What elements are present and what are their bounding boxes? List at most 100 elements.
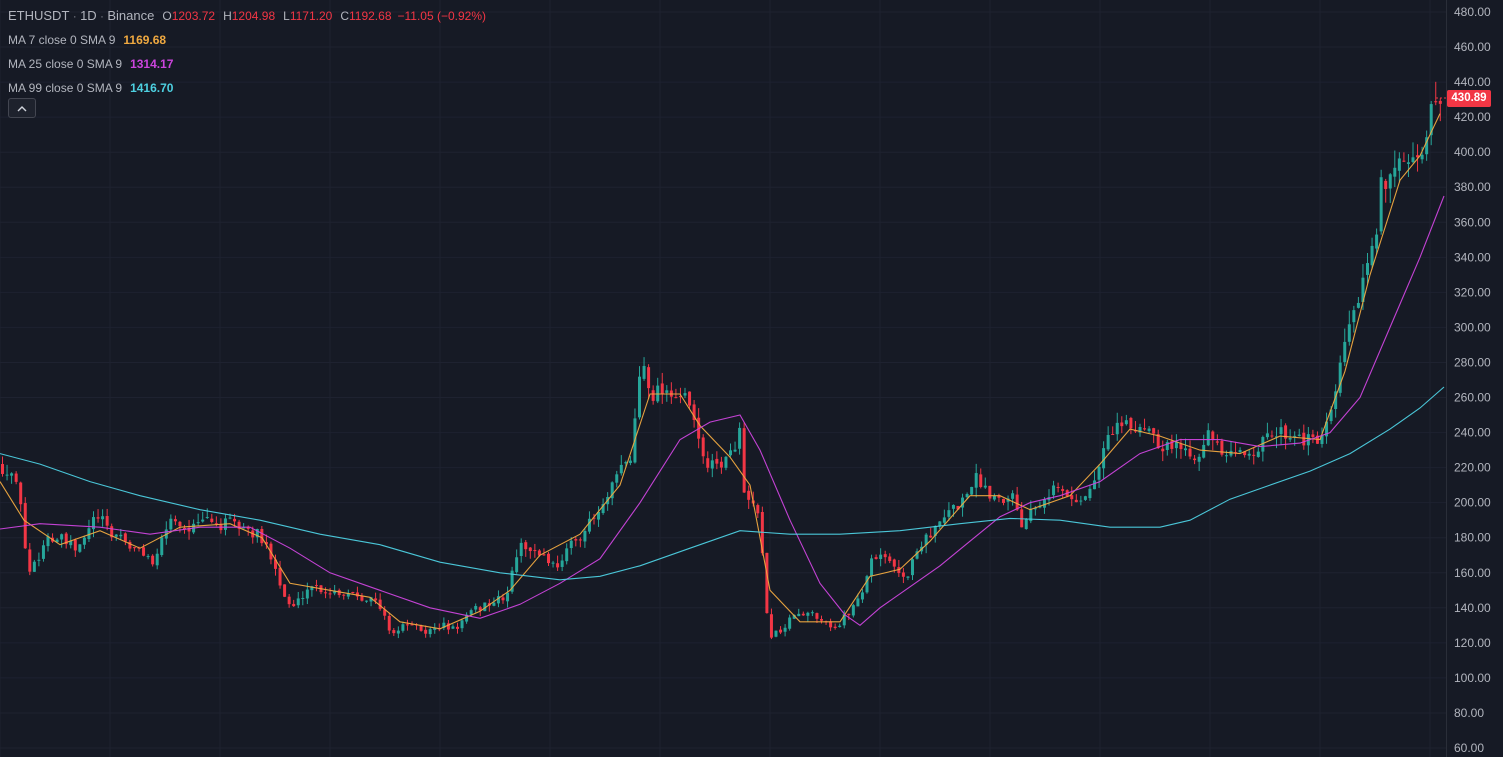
candle-body (1006, 498, 1010, 502)
candle-body (1188, 448, 1192, 457)
candle-body (856, 598, 860, 607)
candle-body (847, 613, 851, 616)
candle-body (314, 585, 318, 587)
last-price-label: 430.89 (1447, 89, 1491, 107)
candle-body (1261, 437, 1265, 452)
symbol-row: ETHUSDT · 1D · Binance O 1203.72 H 1204.98… (8, 4, 486, 28)
candle-body (533, 550, 537, 552)
candle-body (587, 518, 591, 532)
candle-body (710, 460, 714, 469)
exchange-label: Binance (107, 8, 155, 23)
indicator-label: MA 7 close 0 SMA 9 (8, 33, 116, 47)
candle-body (1361, 277, 1365, 302)
high-value: 1204.98 (231, 9, 276, 23)
candle-body (465, 614, 469, 622)
candle-body (792, 614, 796, 619)
candle-body (1124, 420, 1128, 425)
candle-body (1215, 441, 1219, 443)
price-tick-label: 400.00 (1454, 145, 1491, 159)
candle-body (378, 599, 382, 609)
price-tick-label: 60.00 (1454, 741, 1484, 755)
candle-body (119, 534, 123, 537)
candle-body (906, 576, 910, 578)
interval-label[interactable]: 1D (80, 8, 97, 23)
candle-body (82, 537, 86, 545)
candle-body (10, 473, 14, 476)
candle-body (742, 428, 746, 493)
indicator-ma7[interactable]: MA 7 close 0 SMA 9 1169.68 (8, 28, 486, 52)
candle-body (246, 526, 250, 529)
candle-body (151, 555, 155, 565)
candle-body (160, 537, 164, 556)
candle-body (69, 540, 73, 546)
candle-body (1070, 495, 1074, 500)
candle-body (19, 482, 23, 505)
candle-body (365, 600, 368, 602)
candle-body (1202, 444, 1206, 458)
candle-body (651, 390, 655, 401)
candle-body (851, 605, 855, 616)
candle-body (410, 624, 414, 626)
candle-body (628, 460, 632, 464)
candle-body (769, 614, 773, 638)
candle-body (456, 626, 459, 629)
indicator-label: MA 25 close 0 SMA 9 (8, 57, 123, 71)
candle-body (1174, 441, 1178, 449)
candle-body (1024, 519, 1028, 529)
candle-body (210, 518, 214, 522)
candle-body (114, 534, 118, 537)
collapse-legend-button[interactable] (8, 98, 36, 118)
candle-body (537, 550, 541, 556)
candle-body (838, 625, 842, 628)
candle-body (233, 518, 237, 522)
candle-body (647, 367, 651, 389)
candle-body (242, 527, 246, 529)
candle-body (1165, 442, 1169, 451)
price-tick-label: 480.00 (1454, 5, 1491, 19)
candle-body (128, 541, 132, 549)
candle-body (460, 620, 464, 629)
candle-body (965, 494, 969, 498)
candle-body (678, 396, 682, 398)
candle-body (1325, 421, 1329, 437)
candle-body (1074, 499, 1078, 503)
high-label: H (223, 9, 232, 23)
candle-body (187, 527, 191, 532)
candle-body (351, 591, 355, 594)
candle-body (73, 539, 77, 551)
candle-body (883, 554, 887, 558)
candle-body (756, 505, 760, 514)
indicator-value: 1314.17 (130, 57, 174, 71)
candle-body (101, 516, 105, 520)
price-tick-label: 360.00 (1454, 215, 1491, 229)
symbol-name[interactable]: ETHUSDT (8, 8, 70, 23)
chevron-up-icon (17, 105, 27, 111)
candle-body (1197, 456, 1201, 462)
candle-body (1161, 448, 1165, 452)
candle-body (1352, 310, 1356, 323)
candle-body (601, 504, 605, 514)
indicator-ma25[interactable]: MA 25 close 0 SMA 9 1314.17 (8, 52, 486, 76)
candle-body (1097, 466, 1101, 480)
price-tick-label: 300.00 (1454, 320, 1491, 334)
candle-body (565, 548, 569, 562)
candle-body (442, 622, 446, 628)
candle-body (360, 595, 364, 601)
candle-body (706, 458, 710, 468)
candle-body (719, 461, 723, 468)
moving-averages (0, 113, 1445, 630)
indicator-ma99[interactable]: MA 99 close 0 SMA 9 1416.70 (8, 76, 486, 100)
candle-body (951, 504, 955, 509)
candle-body (1193, 458, 1197, 461)
chart-legend: ETHUSDT · 1D · Binance O 1203.72 H 1204.98… (8, 4, 486, 100)
candle-body (1224, 455, 1228, 457)
candle-body (583, 530, 587, 542)
candle-body (1252, 454, 1256, 456)
candle-body (938, 521, 942, 527)
candle-body (992, 495, 996, 500)
candle-body (1288, 438, 1292, 440)
candle-body (1206, 430, 1210, 446)
candle-body (783, 627, 787, 632)
